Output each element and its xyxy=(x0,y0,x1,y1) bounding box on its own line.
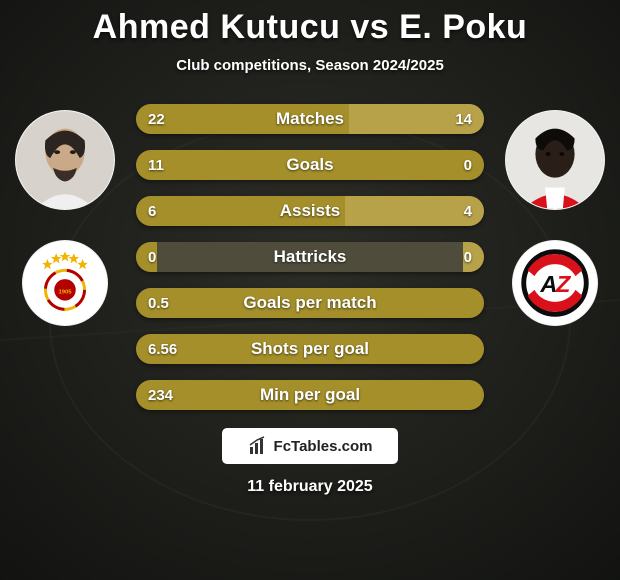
svg-text:1905: 1905 xyxy=(58,290,72,296)
stat-label: Goals per match xyxy=(136,288,484,318)
stat-label: Min per goal xyxy=(136,380,484,410)
brand-text: FcTables.com xyxy=(274,438,373,455)
page-subtitle: Club competitions, Season 2024/2025 xyxy=(176,57,444,74)
stat-row: 6.56Shots per goal xyxy=(136,334,484,364)
svg-text:Z: Z xyxy=(555,271,572,297)
stat-row: 00Hattricks xyxy=(136,242,484,272)
left-player-column: 1905 xyxy=(0,104,130,326)
content-row: 1905 2214Matches 110Goals 64Assists 00Hattr… xyxy=(0,104,620,410)
brand-icon xyxy=(248,436,268,456)
right-player-avatar xyxy=(505,110,605,210)
stat-row: 64Assists xyxy=(136,196,484,226)
stat-label: Goals xyxy=(136,150,484,180)
svg-text:A: A xyxy=(539,271,557,297)
right-club-logo: A Z xyxy=(512,240,598,326)
stat-label: Assists xyxy=(136,196,484,226)
stat-label: Hattricks xyxy=(136,242,484,272)
right-player-column: A Z xyxy=(490,104,620,326)
page-title: Ahmed Kutucu vs E. Poku xyxy=(93,8,528,47)
stat-label: Shots per goal xyxy=(136,334,484,364)
stat-row: 2214Matches xyxy=(136,104,484,134)
stat-label: Matches xyxy=(136,104,484,134)
stat-row: 234Min per goal xyxy=(136,380,484,410)
stat-row: 110Goals xyxy=(136,150,484,180)
left-club-logo: 1905 xyxy=(22,240,108,326)
stat-bars: 2214Matches 110Goals 64Assists 00Hattricks 0… xyxy=(130,104,490,410)
stat-row: 0.5Goals per match xyxy=(136,288,484,318)
generated-date: 11 february 2025 xyxy=(247,478,372,496)
left-player-avatar xyxy=(15,110,115,210)
comparison-card: Ahmed Kutucu vs E. Poku Club competition… xyxy=(0,0,620,580)
brand-badge: FcTables.com xyxy=(222,428,398,464)
